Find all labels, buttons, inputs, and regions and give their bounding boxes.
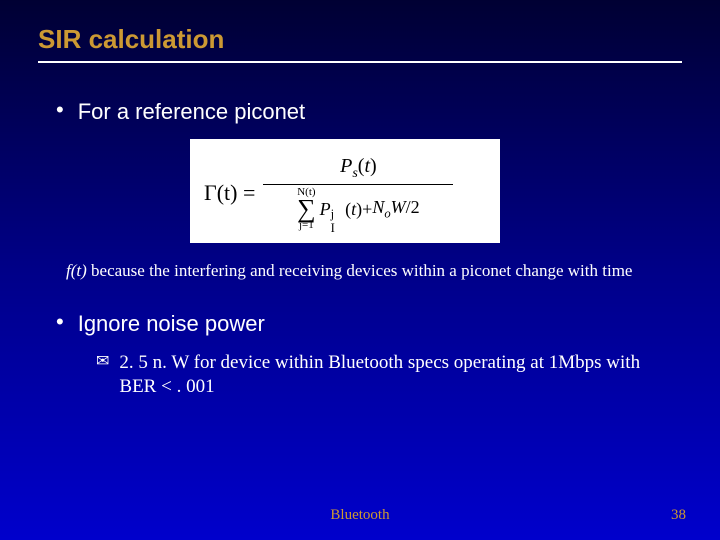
bullet-item: • Ignore noise power [56, 311, 682, 337]
formula-caption: f(t) because the interfering and receivi… [66, 261, 682, 281]
page-number: 38 [671, 507, 686, 524]
formula-fraction: Ps(t) N(t) ∑ j=1 PjI (t) + NoW/2 [263, 155, 453, 231]
formula-box: Γ(t) = Ps(t) N(t) ∑ j=1 PjI (t) + NoW/ [190, 139, 500, 243]
caption-prefix: f(t) [66, 261, 87, 280]
bullet-dot-icon: • [56, 99, 64, 121]
bullet-dot-icon: • [56, 311, 64, 333]
slide: SIR calculation • For a reference picone… [0, 0, 720, 540]
slide-title: SIR calculation [38, 24, 682, 55]
formula-lhs: Γ(t) = [204, 180, 255, 206]
sub-bullet-text: 2. 5 n. W for device within Bluetooth sp… [119, 351, 662, 399]
denominator-term1: PjI (t) [320, 199, 363, 220]
footer-title: Bluetooth [0, 507, 720, 524]
bullet-item: • For a reference piconet [56, 99, 682, 125]
sub-bullet-item: ✉ 2. 5 n. W for device within Bluetooth … [96, 351, 682, 399]
bullet-text: Ignore noise power [78, 311, 265, 337]
mail-icon: ✉ [96, 351, 109, 373]
bullet-text: For a reference piconet [78, 99, 305, 125]
formula-numerator: Ps(t) [263, 155, 453, 184]
denominator-term2: NoW/2 [372, 197, 419, 222]
formula: Γ(t) = Ps(t) N(t) ∑ j=1 PjI (t) + NoW/ [204, 155, 486, 231]
denominator-plus: + [362, 199, 372, 220]
title-underline [38, 61, 682, 63]
caption-rest: because the interfering and receiving de… [87, 261, 633, 280]
formula-denominator: N(t) ∑ j=1 PjI (t) + NoW/2 [263, 184, 453, 231]
sigma-icon: N(t) ∑ j=1 [297, 187, 316, 231]
sum-lower: j=1 [299, 220, 314, 231]
